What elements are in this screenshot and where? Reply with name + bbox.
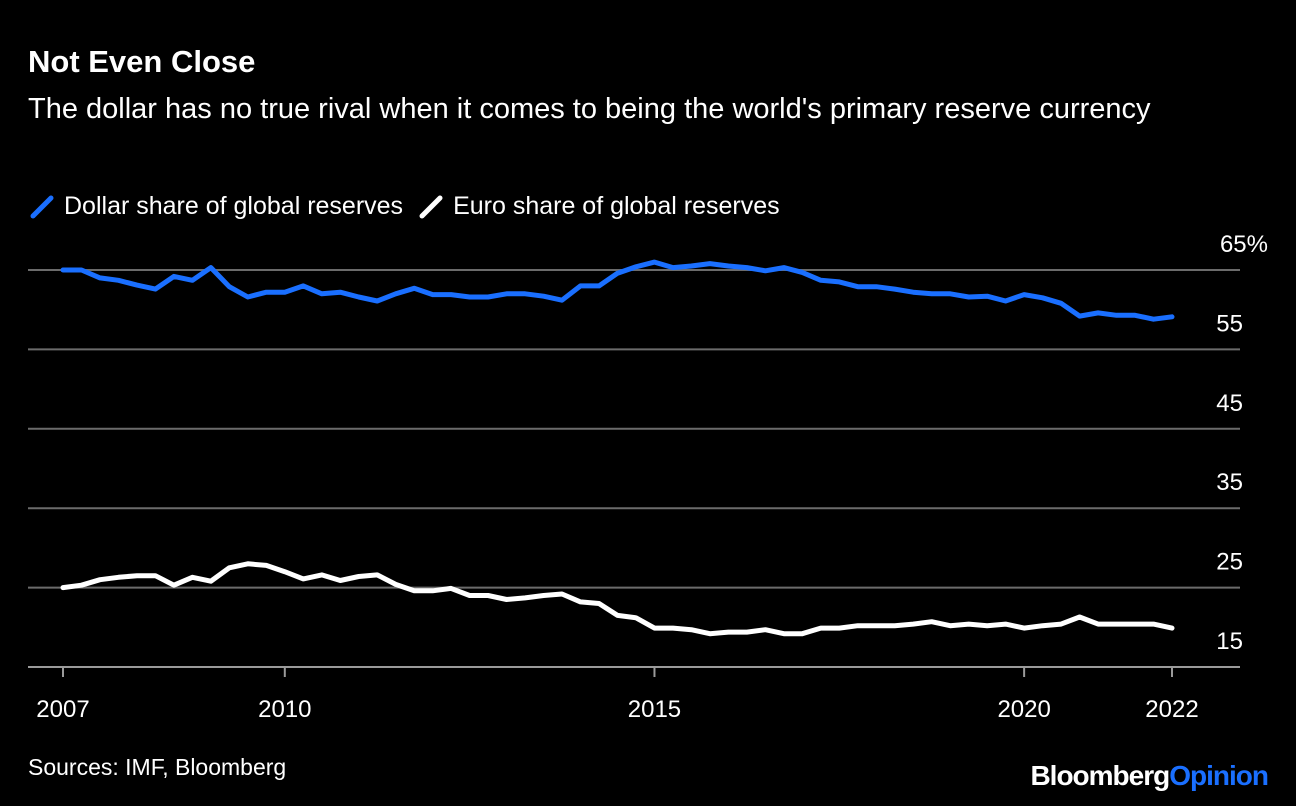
y-tick-label: 65% (1220, 231, 1268, 258)
y-tick-label: 25 (1216, 549, 1243, 576)
legend-label-dollar: Dollar share of global reserves (64, 192, 404, 220)
x-tick-label: 2010 (258, 696, 311, 723)
legend-item-dollar: Dollar share of global reserves (28, 192, 403, 221)
y-tick-label: 35 (1216, 469, 1243, 496)
x-tick-label: 2022 (1145, 696, 1198, 723)
x-tick-label: 2020 (997, 696, 1050, 723)
y-tick-label: 55 (1216, 310, 1243, 337)
legend-swatch-euro (419, 195, 443, 218)
legend-swatch-dollar (30, 195, 54, 218)
dollar-series-line (60, 259, 1175, 322)
legend-label-euro: Euro share of global reserves (453, 192, 780, 220)
y-tick-label: 15 (1216, 628, 1243, 655)
bloomberg-opinion-logo: BloombergOpinion (1030, 760, 1269, 792)
euro-series-line (60, 561, 1175, 637)
x-tick-label: 2007 (36, 696, 89, 723)
source-note: Sources: IMF, Bloomberg (28, 754, 287, 780)
legend: Dollar share of global reserves Euro sha… (28, 192, 794, 221)
y-tick-label: 45 (1216, 390, 1243, 417)
logo-part1: Bloomberg (1030, 760, 1170, 791)
x-tick-label: 2015 (628, 696, 681, 723)
legend-item-euro: Euro share of global reserves (417, 192, 780, 221)
logo-part2: Opinion (1169, 760, 1269, 791)
chart-title: Not Even Close (28, 44, 256, 79)
chart-subtitle: The dollar has no true rival when it com… (28, 93, 1151, 125)
